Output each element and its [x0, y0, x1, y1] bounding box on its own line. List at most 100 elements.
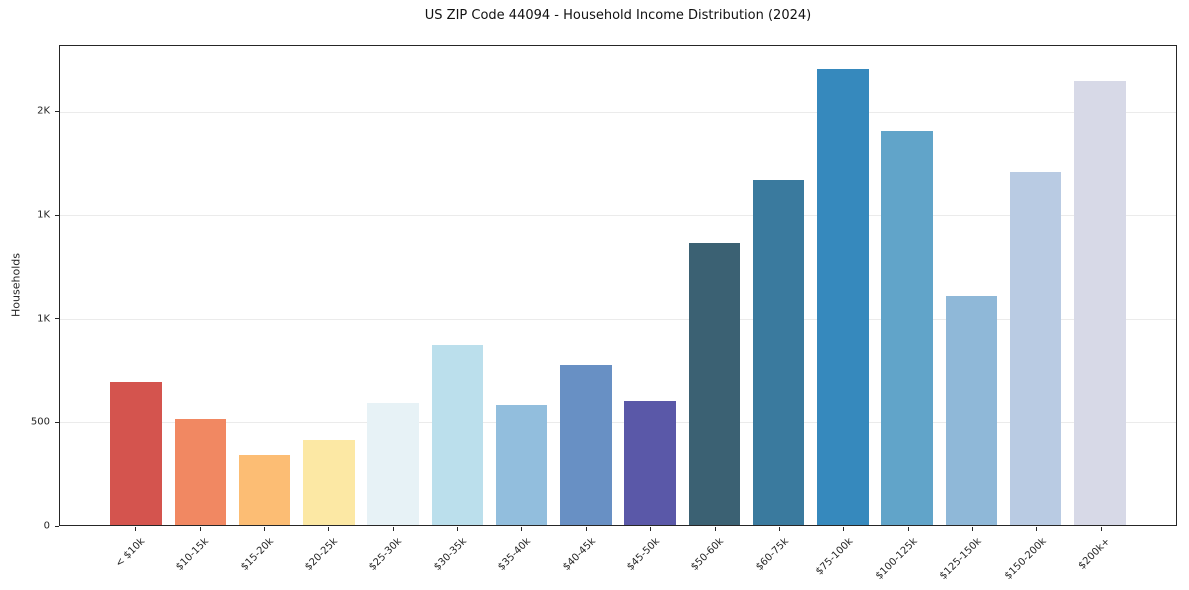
x-slot: $25-30k: [361, 527, 425, 587]
bar-slot: [104, 46, 168, 525]
y-tick-mark: [55, 525, 59, 527]
x-tick-label: $100-125k: [873, 536, 920, 582]
bar-slot: [233, 46, 297, 525]
bar: [174, 418, 227, 525]
bar: [945, 295, 998, 525]
x-tick-mark: [972, 527, 974, 531]
bar-slot: [1068, 46, 1132, 525]
x-tick-label: $30-35k: [431, 536, 469, 573]
x-tick-label: $150-200k: [1002, 536, 1049, 582]
x-tick-label: $35-40k: [496, 536, 534, 573]
x-tick-mark: [843, 527, 845, 531]
bar-slot: [682, 46, 746, 525]
x-tick-label: $200k+: [1076, 536, 1113, 572]
x-tick-mark: [714, 527, 716, 531]
y-tick-label: 500: [30, 416, 50, 428]
bar-slot: [490, 46, 554, 525]
x-slot: $40-45k: [554, 527, 618, 587]
x-tick-label: < $10k: [113, 536, 147, 570]
bar: [881, 130, 933, 525]
x-slot: $100-125k: [873, 527, 940, 587]
bar: [752, 180, 805, 525]
x-tick-mark: [585, 527, 587, 531]
gridline: [60, 421, 1176, 423]
bar-slot: [1004, 46, 1068, 525]
plot-area: [59, 45, 1177, 526]
x-axis-ticks: < $10k $10-15k $15-20k $20-25k $25-30k $30-35…: [59, 527, 1177, 587]
bar-slot: [297, 46, 361, 525]
chart-title: US ZIP Code 44094 - Household Income Dis…: [424, 8, 812, 23]
bars-container: [60, 46, 1176, 525]
bar: [110, 381, 162, 525]
y-tick-label: 0: [43, 520, 50, 532]
y-tick-label: 2K: [37, 105, 50, 117]
x-tick-label: $15-20k: [238, 536, 276, 573]
y-axis-ticks: 0 500 1K 1K 2K: [0, 45, 59, 532]
x-tick-label: $40-45k: [560, 536, 598, 573]
bar-slot: [618, 46, 682, 525]
x-slot: $35-40k: [489, 527, 553, 587]
x-tick-mark: [1036, 527, 1038, 531]
bar: [303, 440, 355, 525]
x-tick-label: $125-150k: [937, 536, 984, 582]
y-tick-mark: [55, 318, 59, 320]
y-tick-label: 1K: [37, 313, 50, 325]
x-tick-mark: [328, 527, 330, 531]
x-tick-label: $20-25k: [303, 536, 341, 573]
gridline: [60, 318, 1176, 320]
x-tick-mark: [135, 527, 137, 531]
x-tick-mark: [650, 527, 652, 531]
bar-slot: [939, 46, 1003, 525]
x-slot: $10-15k: [167, 527, 231, 587]
x-slot: $75-100k: [811, 527, 875, 587]
x-tick-label: $25-30k: [367, 536, 405, 573]
gridline: [60, 112, 1176, 114]
x-slot: < $10k: [103, 527, 167, 587]
x-tick-label: $50-60k: [689, 536, 727, 573]
x-slot: $150-200k: [1002, 527, 1068, 587]
bar-slot: [811, 46, 875, 525]
bar-slot: [747, 46, 811, 525]
x-slot: $60-75k: [747, 527, 811, 587]
bar: [560, 365, 612, 525]
bar-slot: [875, 46, 939, 525]
bar-slot: [554, 46, 618, 525]
y-tick-mark: [55, 421, 59, 423]
x-slot: $50-60k: [682, 527, 746, 587]
x-slot: $30-35k: [425, 527, 489, 587]
bar: [367, 403, 419, 525]
bar-slot: [425, 46, 489, 525]
x-slot: $20-25k: [296, 527, 360, 587]
bar: [495, 405, 548, 525]
bar-slot: [361, 46, 425, 525]
x-slot: $200k+: [1069, 527, 1133, 587]
x-tick-mark: [457, 527, 459, 531]
bar-slot: [168, 46, 232, 525]
x-slot: $125-150k: [937, 527, 1004, 587]
gridline: [60, 215, 1176, 217]
bar: [688, 243, 741, 525]
x-tick-label: $45-50k: [625, 536, 662, 573]
x-tick-mark: [521, 527, 523, 531]
x-tick-label: $75-100k: [813, 536, 856, 578]
x-slot: $45-50k: [618, 527, 682, 587]
bar: [238, 454, 291, 525]
x-slot: $15-20k: [232, 527, 296, 587]
x-tick-mark: [392, 527, 394, 531]
bar: [431, 345, 484, 525]
y-tick-mark: [55, 214, 59, 216]
x-tick-mark: [907, 527, 909, 531]
y-tick-label: 1K: [37, 209, 50, 221]
x-tick-mark: [778, 527, 780, 531]
bar: [624, 401, 676, 525]
bar: [1009, 171, 1062, 525]
y-tick-mark: [55, 110, 59, 112]
bar: [817, 68, 869, 525]
bar: [1074, 81, 1126, 525]
x-tick-label: $60-75k: [753, 536, 791, 573]
x-tick-mark: [263, 527, 265, 531]
x-tick-mark: [1100, 527, 1102, 531]
x-tick-label: $10-15k: [174, 536, 212, 573]
x-tick-mark: [199, 527, 201, 531]
